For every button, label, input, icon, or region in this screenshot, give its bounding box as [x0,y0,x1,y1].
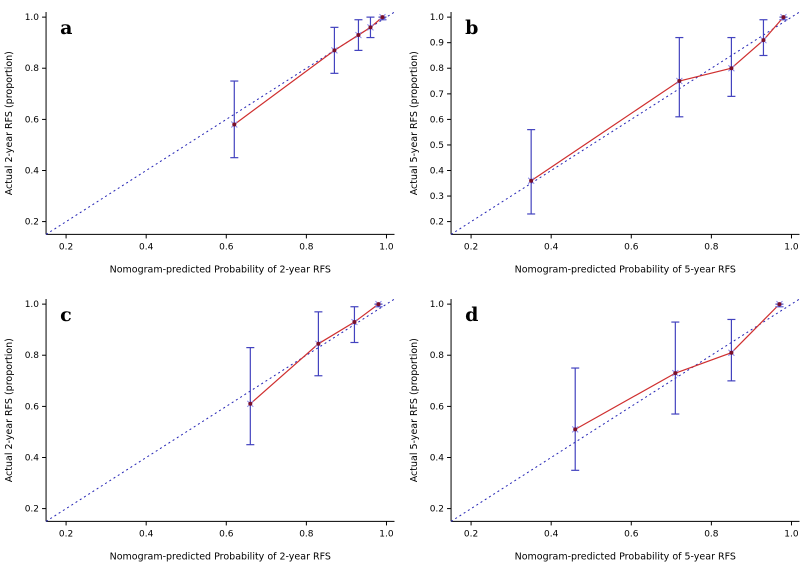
calibration-panel-c: 0.2 0.4 0.6 0.8 1.0 0.2 0.4 0.6 0.8 1.0 Nomogram-p… [0,287,405,573]
x-axis-title: Nomogram-predicted Probability of 2-year… [110,551,331,562]
calibration-point [728,350,733,355]
y-axis-title: Actual 5-year RFS (proportion) [409,51,420,195]
calibration-point [780,15,785,20]
panel-label: b [465,17,478,39]
calibration-point [332,48,337,53]
calibration-point [376,301,381,306]
x-tick-label: 0.8 [299,529,314,539]
calibration-plot-a: 0.2 0.4 0.6 0.8 1.0 0.2 0.4 0.6 0.8 1.0 Nomogram-p… [4,11,395,275]
calibration-point [728,66,733,71]
y-tick-label: 0.6 [429,115,444,125]
y-tick-label: 0.8 [429,351,444,361]
calibration-line [249,303,379,404]
calibration-panel-d: 0.2 0.4 0.6 0.8 1.0 0.2 0.4 0.6 0.8 1.0 Nomogram-p… [405,287,809,573]
calibration-plot-c: 0.2 0.4 0.6 0.8 1.0 0.2 0.4 0.6 0.8 1.0 Nomogram-p… [4,298,395,562]
y-tick-label: 0.7 [429,90,443,100]
y-axis-title: Actual 2-year RFS (proportion) [4,338,15,482]
y-tick-label: 0.9 [429,39,444,49]
y-tick-label: 0.5 [429,141,443,151]
calibration-panel-b: 0.2 0.4 0.6 0.8 1.0 0.2 0.3 0.4 0.5 0.6 0.7 0.8 0.9 1… [405,0,809,287]
y-tick-label: 0.4 [429,167,444,177]
calibration-point [776,301,781,306]
x-tick-label: 0.8 [299,242,314,252]
y-tick-label: 0.2 [429,218,443,228]
x-tick-label: 0.2 [463,242,477,252]
y-axis-title: Actual 2-year RFS (proportion) [4,51,15,195]
y-axis-title: Actual 5-year RFS (proportion) [409,338,420,482]
calibration-point [368,25,373,30]
calibration-point [356,33,361,38]
x-tick-label: 1.0 [784,529,799,539]
x-tick-label: 0.6 [624,529,639,539]
x-tick-label: 0.6 [219,529,234,539]
calibration-line [530,16,784,182]
y-tick-label: 1.0 [25,300,40,310]
calibration-point [380,15,385,20]
y-tick-label: 0.2 [25,504,39,514]
ideal-line [450,11,800,235]
calibration-point [232,122,237,127]
calibration-point [528,178,533,183]
y-tick-label: 0.8 [25,64,40,74]
ideal-line [45,11,395,235]
x-tick-label: 0.2 [463,529,477,539]
calibration-point [760,38,765,43]
x-tick-label: 0.4 [544,242,559,252]
x-axis-title: Nomogram-predicted Probability of 5-year… [514,264,735,275]
y-tick-label: 0.4 [429,453,444,463]
y-tick-label: 0.3 [429,192,443,202]
x-axis-title: Nomogram-predicted Probability of 2-year… [110,264,331,275]
calibration-point [248,401,253,406]
y-tick-label: 0.8 [429,64,444,74]
y-tick-label: 0.6 [25,115,40,125]
ideal-line [450,298,800,522]
y-tick-label: 1.0 [429,13,444,23]
x-tick-label: 1.0 [784,242,799,252]
x-tick-label: 0.8 [704,242,719,252]
calibration-point [352,319,357,324]
y-tick-label: 1.0 [25,13,40,23]
calibration-plot-d: 0.2 0.4 0.6 0.8 1.0 0.2 0.4 0.6 0.8 1.0 Nomogram-p… [409,298,800,562]
y-tick-label: 0.2 [25,218,39,228]
y-tick-label: 0.2 [429,504,443,514]
panel-label: a [60,17,72,39]
panel-label: d [465,304,478,326]
x-tick-label: 1.0 [379,529,394,539]
x-tick-label: 1.0 [379,242,394,252]
x-tick-label: 0.2 [59,242,73,252]
x-tick-label: 0.8 [704,529,719,539]
x-tick-label: 0.6 [219,242,234,252]
x-axis-title: Nomogram-predicted Probability of 5-year… [514,551,735,562]
calibration-panel-a: 0.2 0.4 0.6 0.8 1.0 0.2 0.4 0.6 0.8 1.0 Nomogram-p… [0,0,405,287]
y-tick-label: 0.6 [25,402,40,412]
calibration-point [672,370,677,375]
x-tick-label: 0.4 [544,529,559,539]
x-tick-label: 0.2 [59,529,73,539]
x-tick-label: 0.6 [624,242,639,252]
x-tick-label: 0.4 [139,529,154,539]
calibration-point [676,79,681,84]
y-tick-label: 1.0 [429,300,444,310]
ideal-line [45,298,395,522]
y-tick-label: 0.6 [429,402,444,412]
calibration-point [316,341,321,346]
calibration-point [572,426,577,431]
panel-label: c [60,304,72,326]
x-tick-label: 0.4 [139,242,154,252]
y-tick-label: 0.4 [25,167,40,177]
y-tick-label: 0.8 [25,351,40,361]
calibration-line [574,303,780,430]
y-tick-label: 0.4 [25,453,40,463]
calibration-plot-b: 0.2 0.4 0.6 0.8 1.0 0.2 0.3 0.4 0.5 0.6 0.7 0.8 0.9 1… [409,11,800,275]
